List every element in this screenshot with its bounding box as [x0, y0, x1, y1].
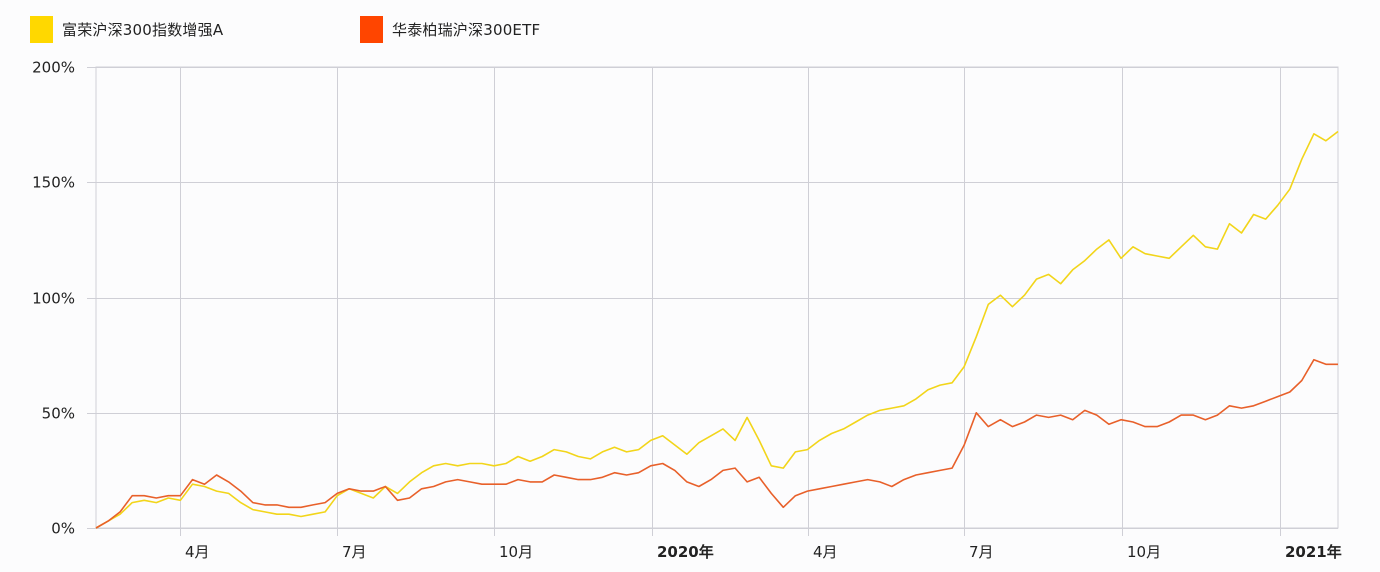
x-tick-label: 10月	[499, 543, 533, 561]
y-axis: 0% 50% 100% 150% 200%	[32, 59, 75, 538]
x-tick-label: 4月	[185, 543, 210, 561]
y-tick-label: 0%	[51, 520, 75, 538]
x-tick-label: 2020年	[657, 543, 714, 561]
x-tick-label: 2021年	[1285, 543, 1342, 561]
legend-label-etf: 华泰柏瑞沪深300ETF	[392, 20, 541, 39]
x-tick-label: 4月	[813, 543, 838, 561]
x-tick-label: 7月	[342, 543, 367, 561]
legend-label-fund-a: 富荣沪深300指数增强A	[62, 20, 224, 39]
y-tick-label: 100%	[32, 290, 75, 308]
x-tick-label: 7月	[969, 543, 994, 561]
legend-item-etf[interactable]: 华泰柏瑞沪深300ETF	[360, 14, 540, 44]
legend-swatch-fund-a	[30, 15, 53, 43]
series-line-fund-a	[95, 130, 1339, 529]
x-axis: 4月 7月 10月 2020年 4月 7月 10月 2021年	[185, 543, 1342, 561]
legend-swatch-etf	[360, 15, 383, 43]
x-tick-label: 10月	[1127, 543, 1161, 561]
series-line-etf	[95, 358, 1338, 529]
y-tick-label: 200%	[32, 59, 75, 77]
y-tick-label: 50%	[42, 405, 75, 423]
chart-series	[95, 130, 1339, 529]
y-tick-label: 150%	[32, 174, 75, 192]
legend-item-fund-a[interactable]: 富荣沪深300指数增强A	[30, 14, 223, 44]
plot-area-border	[95, 66, 1339, 529]
chart-grid	[87, 66, 1339, 536]
